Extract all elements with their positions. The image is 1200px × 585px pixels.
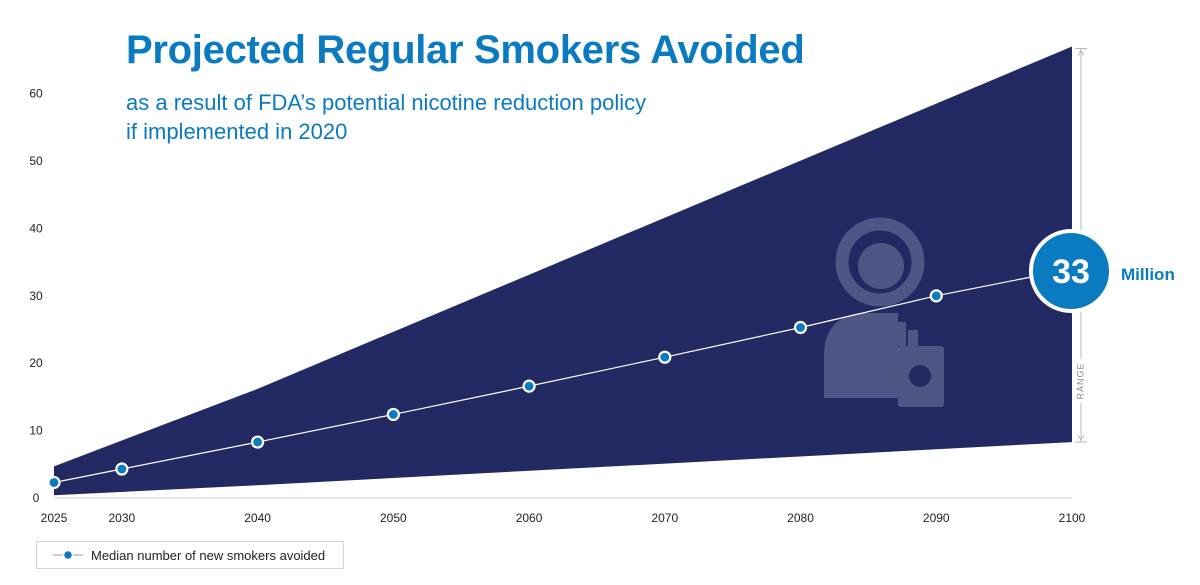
x-tick-label: 2090 xyxy=(923,511,950,525)
median-series-points xyxy=(47,289,943,490)
median-data-point xyxy=(658,350,672,364)
median-data-point xyxy=(251,435,265,449)
legend-entry-median: Median number of new smokers avoided xyxy=(91,548,326,563)
x-tick-label: 2080 xyxy=(787,511,814,525)
y-tick-label: 30 xyxy=(29,289,43,303)
x-tick-label: 2070 xyxy=(651,511,678,525)
range-band-area xyxy=(54,46,1072,496)
x-tick-label: 2100 xyxy=(1059,511,1086,525)
x-tick-label: 2050 xyxy=(380,511,407,525)
subtitle-line: if implemented in 2020 xyxy=(126,119,348,144)
x-tick-label: 2060 xyxy=(516,511,543,525)
y-tick-label: 0 xyxy=(33,491,40,505)
legend: Median number of new smokers avoided xyxy=(36,541,344,569)
median-data-point xyxy=(47,475,61,490)
median-data-point xyxy=(793,320,808,335)
person-with-cigarette-pack-icon xyxy=(824,217,944,407)
legend-line-marker-icon xyxy=(53,549,83,561)
x-axis-ticks: 2025 2030 2040 2050 2060 2070 2080 2090 2100 xyxy=(41,511,1086,525)
chart-title: Projected Regular Smokers Avoided xyxy=(126,28,805,72)
pack-logo xyxy=(909,365,931,387)
range-arrow-down xyxy=(1077,434,1085,442)
end-unit-label: Million xyxy=(1121,265,1175,284)
range-label: RANGE xyxy=(1075,362,1085,399)
median-data-point xyxy=(386,407,400,422)
median-data-point xyxy=(115,462,129,476)
cigarette-stick xyxy=(896,322,906,346)
cigarette-stick xyxy=(908,330,918,346)
end-badge-circle xyxy=(1029,229,1113,313)
y-axis-ticks: 0 10 20 30 40 50 60 xyxy=(29,87,43,505)
x-tick-label: 2040 xyxy=(244,511,271,525)
x-tick-label: 2025 xyxy=(41,511,68,525)
y-tick-label: 40 xyxy=(29,221,43,235)
median-data-point xyxy=(929,289,943,303)
y-tick-label: 60 xyxy=(29,87,43,101)
chart-subtitle: as a result of FDA’s potential nicotine … xyxy=(126,88,646,146)
person-body xyxy=(824,313,898,398)
end-value-badge: 33 Million xyxy=(1029,229,1175,313)
range-arrow-up xyxy=(1077,49,1085,56)
subtitle-line: as a result of FDA’s potential nicotine … xyxy=(126,90,647,115)
person-head-ring xyxy=(835,217,925,307)
y-tick-label: 10 xyxy=(29,424,43,438)
x-tick-label: 2030 xyxy=(109,511,136,525)
median-data-point xyxy=(522,379,536,393)
y-tick-label: 20 xyxy=(29,356,43,370)
range-label-bg xyxy=(1074,359,1088,403)
end-value-label: 33 xyxy=(1052,253,1090,291)
person-face xyxy=(858,243,904,289)
y-tick-label: 50 xyxy=(29,154,43,168)
